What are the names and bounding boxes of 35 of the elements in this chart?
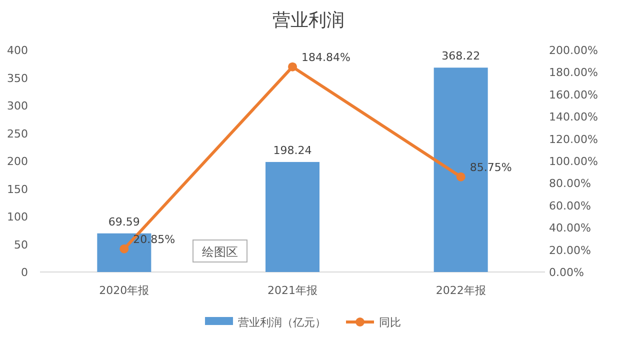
x-tick-label: 2021年报 (268, 284, 318, 297)
data-label: 198.24 (273, 144, 312, 157)
y-tick-label: 400 (7, 44, 28, 57)
y2-tick-label: 200.00% (549, 44, 598, 57)
y2-tick-label: 40.00% (549, 222, 591, 235)
y2-tick-label: 60.00% (549, 199, 591, 212)
y2-tick-label: 120.00% (549, 132, 598, 146)
legend-label: 营业利润（亿元） (238, 316, 326, 329)
y2-tick-label: 100.00% (549, 155, 598, 168)
y-tick-label: 0 (21, 266, 28, 279)
annotation: 绘图区 (202, 245, 238, 259)
y-tick-label: 150 (7, 182, 28, 196)
y2-tick-label: 80.00% (549, 177, 591, 190)
y2-tick-label: 180.00% (549, 66, 598, 80)
legend-label: 同比 (379, 316, 401, 329)
y2-tick-label: 140.00% (549, 110, 598, 124)
y2-tick-label: 20.00% (549, 244, 591, 257)
y-tick-label: 200 (7, 155, 28, 168)
data-label: 69.59 (108, 215, 140, 228)
point (288, 62, 297, 72)
point (120, 244, 129, 254)
y2-tick-label: 0.00% (549, 266, 584, 279)
x-tick-label: 2022年报 (436, 284, 486, 297)
chart-title: 营业利润 (272, 10, 344, 31)
x-tick-label: 2020年报 (99, 284, 150, 297)
y-tick-label: 250 (7, 127, 28, 140)
y-tick-label: 100 (7, 210, 28, 224)
data-label: 184.84% (302, 50, 350, 64)
data-label: 368.22 (442, 50, 480, 63)
y-tick-label: 50 (14, 238, 28, 252)
y2-tick-label: 160.00% (549, 88, 598, 102)
point (456, 172, 466, 182)
bar (266, 162, 320, 272)
y-tick-label: 300 (7, 100, 28, 112)
y-tick-label: 350 (7, 72, 28, 85)
